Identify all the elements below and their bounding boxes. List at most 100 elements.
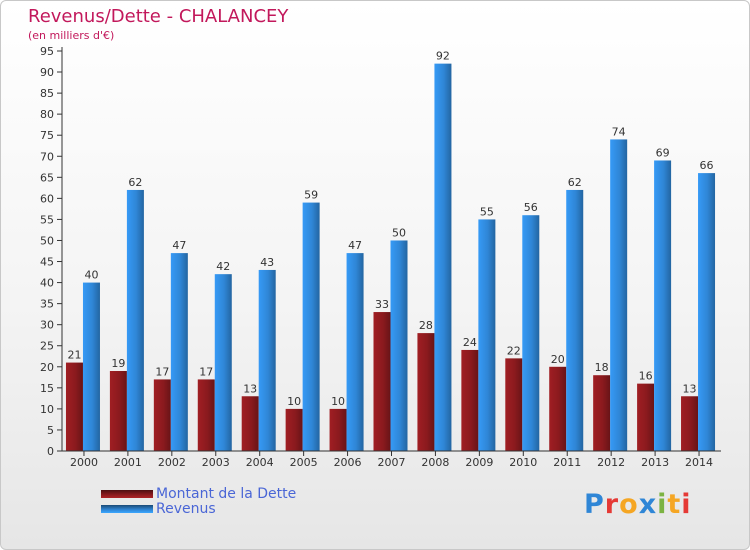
data-label-dette: 13	[683, 382, 697, 395]
data-label-dette: 10	[287, 395, 301, 408]
chart-title: Revenus/Dette - CHALANCEY	[28, 6, 289, 27]
y-tick-label: 50	[40, 234, 54, 247]
bar-revenus	[258, 269, 276, 451]
x-tick-label: 2012	[597, 456, 625, 469]
data-label-dette: 21	[67, 349, 81, 362]
bar-dette	[153, 379, 171, 451]
x-tick-label: 2000	[70, 456, 98, 469]
legend-swatch-revenus	[101, 505, 153, 513]
data-label-revenus: 42	[216, 260, 230, 273]
logo-letter: x	[638, 489, 658, 520]
bar-dette	[197, 379, 215, 451]
data-label-dette: 13	[243, 382, 257, 395]
bar-revenus	[478, 219, 496, 451]
bar-dette	[593, 375, 611, 451]
y-tick-label: 20	[40, 361, 54, 374]
bar-dette	[417, 333, 435, 451]
legend-label-revenus: Revenus	[156, 501, 216, 517]
data-label-dette: 17	[155, 365, 169, 378]
logo-letter: i	[681, 489, 692, 520]
x-tick-label: 2003	[202, 456, 230, 469]
x-tick-label: 2009	[465, 456, 493, 469]
data-label-dette: 18	[595, 361, 609, 374]
bar-revenus	[610, 139, 628, 451]
data-label-revenus: 55	[480, 205, 494, 218]
y-tick-label: 40	[40, 277, 54, 290]
legend-swatch-dette	[101, 490, 153, 498]
data-label-revenus: 47	[172, 239, 186, 252]
legend-label-dette: Montant de la Dette	[156, 486, 297, 502]
x-tick-label: 2006	[334, 456, 362, 469]
bar-dette	[637, 383, 655, 451]
bar-revenus	[390, 240, 408, 451]
x-tick-label: 2010	[509, 456, 537, 469]
y-tick-label: 95	[40, 45, 54, 58]
y-tick-label: 55	[40, 213, 54, 226]
data-label-revenus: 69	[656, 146, 670, 159]
chart-subtitle: (en milliers d'€)	[28, 29, 115, 42]
data-label-revenus: 66	[700, 159, 714, 172]
bar-revenus	[698, 173, 716, 451]
data-label-dette: 28	[419, 319, 433, 332]
data-label-dette: 19	[111, 357, 125, 370]
bar-dette	[373, 312, 391, 451]
logo-letter: o	[619, 489, 639, 520]
y-tick-label: 5	[47, 424, 54, 437]
y-tick-label: 85	[40, 87, 54, 100]
y-tick-label: 30	[40, 319, 54, 332]
y-tick-label: 70	[40, 150, 54, 163]
bar-revenus	[566, 189, 584, 451]
bar-revenus	[214, 274, 232, 451]
bar-revenus	[346, 253, 364, 451]
logo-letter: P	[584, 489, 605, 520]
bar-dette	[329, 408, 347, 451]
data-label-dette: 10	[331, 395, 345, 408]
data-label-revenus: 74	[612, 125, 626, 138]
y-tick-label: 80	[40, 108, 54, 121]
bar-dette	[65, 362, 83, 451]
x-tick-label: 2014	[685, 456, 713, 469]
y-tick-label: 90	[40, 66, 54, 79]
bar-dette	[109, 371, 127, 451]
bar-dette	[681, 396, 699, 451]
data-label-dette: 20	[551, 353, 565, 366]
data-label-dette: 24	[463, 336, 477, 349]
data-label-revenus: 92	[436, 50, 450, 63]
x-tick-label: 2013	[641, 456, 669, 469]
data-label-revenus: 62	[128, 176, 142, 189]
y-tick-label: 15	[40, 382, 54, 395]
y-tick-label: 60	[40, 192, 54, 205]
y-tick-label: 65	[40, 171, 54, 184]
y-tick-label: 10	[40, 403, 54, 416]
bar-dette	[461, 349, 479, 451]
y-tick-label: 25	[40, 340, 54, 353]
logo-letter: i	[657, 489, 668, 520]
data-label-revenus: 40	[84, 269, 98, 282]
data-label-dette: 22	[507, 344, 521, 357]
y-tick-label: 75	[40, 129, 54, 142]
x-tick-label: 2011	[553, 456, 581, 469]
bar-revenus	[170, 253, 188, 451]
bar-dette	[549, 366, 567, 451]
logo-letter: t	[667, 489, 682, 520]
y-tick-label: 0	[47, 445, 54, 458]
x-tick-label: 2005	[290, 456, 318, 469]
bar-revenus	[126, 189, 144, 451]
bar-revenus	[82, 282, 100, 451]
data-label-dette: 17	[199, 365, 213, 378]
data-label-revenus: 56	[524, 201, 538, 214]
bar-revenus	[302, 202, 320, 451]
bar-revenus	[434, 63, 452, 451]
x-tick-label: 2002	[158, 456, 186, 469]
proxiti-logo: Proxiti	[584, 489, 692, 520]
bar-revenus	[522, 215, 540, 451]
data-label-dette: 33	[375, 298, 389, 311]
y-tick-label: 35	[40, 298, 54, 311]
x-tick-label: 2007	[378, 456, 406, 469]
bar-revenus	[654, 160, 672, 451]
x-tick-label: 2004	[246, 456, 274, 469]
bar-dette	[285, 408, 303, 451]
bar-dette	[505, 358, 523, 451]
